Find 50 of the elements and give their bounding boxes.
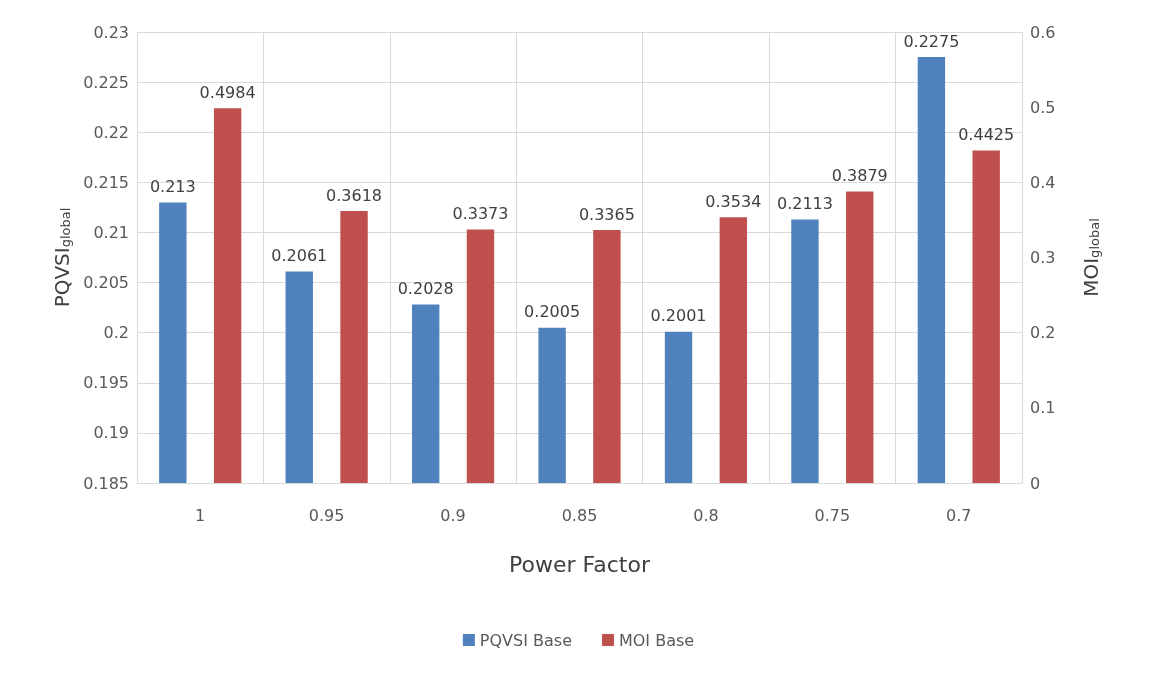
bar xyxy=(593,230,621,483)
y2-tick-label: 0.2 xyxy=(1030,323,1056,343)
data-label: 0.4425 xyxy=(958,124,1015,144)
y-tick-label: 0.185 xyxy=(83,473,129,493)
bar xyxy=(213,108,242,483)
bar xyxy=(340,211,368,483)
data-label: 0.4984 xyxy=(199,82,256,102)
data-label: 0.3373 xyxy=(452,203,509,223)
y-tick-label: 0.2 xyxy=(103,323,129,343)
y2-tick-label: 0.1 xyxy=(1030,398,1056,418)
data-label: 0.3618 xyxy=(326,185,383,205)
y-tick-label: 0.215 xyxy=(83,172,129,192)
y-tick-label: 0.205 xyxy=(83,273,129,293)
data-label: 0.3365 xyxy=(578,204,635,224)
y2-tick-label: 0.5 xyxy=(1030,97,1056,117)
x-tick-label: 1 xyxy=(195,505,206,525)
x-tick-label: 0.85 xyxy=(561,505,598,525)
x-tick-label: 0.75 xyxy=(814,505,851,525)
data-label: 0.2028 xyxy=(397,279,454,299)
y-tick-label: 0.23 xyxy=(93,22,129,42)
y-axis-title: PQVSIglobal xyxy=(49,207,74,308)
bar xyxy=(466,229,495,483)
y2-tick-label: 0 xyxy=(1030,473,1041,493)
y2-axis-title: MOIglobal xyxy=(1078,218,1103,297)
legend-label: MOI Base xyxy=(618,630,695,650)
data-label: 0.213 xyxy=(149,176,196,196)
y2-tick-label: 0.6 xyxy=(1030,22,1056,42)
data-label: 0.2275 xyxy=(903,31,960,51)
data-label: 0.2113 xyxy=(776,193,833,213)
y2-tick-label: 0.4 xyxy=(1030,172,1056,192)
x-tick-label: 0.9 xyxy=(440,505,466,525)
y-tick-label: 0.225 xyxy=(83,72,129,92)
data-label: 0.3534 xyxy=(705,191,762,211)
y-tick-label: 0.19 xyxy=(93,423,129,443)
bar xyxy=(972,150,1000,483)
y-tick-label: 0.22 xyxy=(93,122,129,142)
x-tick-label: 0.7 xyxy=(946,505,972,525)
x-tick-label: 0.95 xyxy=(308,505,345,525)
y-tick-label: 0.195 xyxy=(83,373,129,393)
data-label: 0.2005 xyxy=(524,302,581,322)
y2-tick-label: 0.3 xyxy=(1030,248,1056,267)
x-axis-title: Power Factor xyxy=(509,551,651,577)
data-label: 0.2001 xyxy=(650,306,707,326)
x-tick-label: 0.8 xyxy=(693,505,719,525)
data-label: 0.2061 xyxy=(271,246,328,266)
bar xyxy=(846,191,874,483)
data-label: 0.3879 xyxy=(831,165,888,185)
y-tick-label: 0.21 xyxy=(93,222,129,242)
bar xyxy=(719,217,748,483)
legend-label: PQVSI Base xyxy=(479,630,572,650)
